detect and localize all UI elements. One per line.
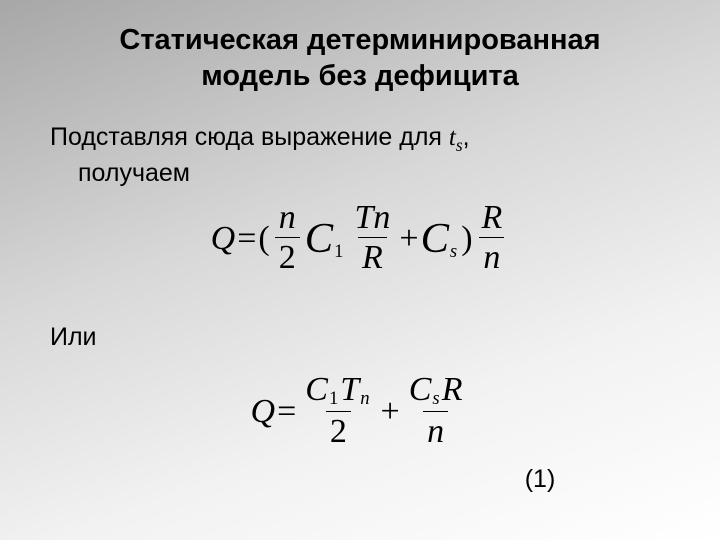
f1-C1-C: C <box>305 215 333 262</box>
f2-frac1-den: 2 <box>326 411 351 451</box>
intro-variable: t <box>449 124 456 151</box>
f2-frac2-C: C <box>409 371 432 408</box>
intro-line-2: получаем <box>50 157 190 191</box>
f1-plus: + <box>399 220 418 258</box>
f1-frac3-num: R <box>478 201 507 237</box>
f1-Cs: Cs <box>421 214 460 263</box>
or-label: Или <box>50 321 670 355</box>
f1-frac2-den: R <box>358 237 387 277</box>
slide: Статическая детерминированная модель без… <box>0 0 720 540</box>
f2-frac1-C: C <box>305 371 328 408</box>
f1-equals: = <box>237 220 256 258</box>
f1-frac2-num: Tn <box>350 201 394 237</box>
f2-frac1-n: n <box>360 388 369 409</box>
f1-rparen: ) <box>461 220 472 258</box>
f1-frac3-den: n <box>479 237 504 277</box>
f1-lparen: ( <box>258 220 269 258</box>
intro-prefix: Подставляя сюда выражение для <box>50 123 449 151</box>
intro-text: Подставляя сюда выражение для ts, получа… <box>50 121 670 191</box>
f2-frac2-den: n <box>423 411 448 451</box>
f1-C1-sub: 1 <box>334 241 343 262</box>
f2-frac2-num: CsR <box>405 373 467 411</box>
f2-frac1-C-sub: 1 <box>329 388 338 409</box>
slide-title: Статическая детерминированная модель без… <box>50 22 670 95</box>
f2-equals: = <box>277 393 296 431</box>
f2-frac-CsR-over-n: CsR n <box>405 373 467 451</box>
f1-frac1-den: 2 <box>275 237 300 277</box>
intro-suffix: , <box>463 123 470 151</box>
intro-variable-subscript: s <box>456 135 463 155</box>
f1-C1: C1 <box>305 214 346 263</box>
formula-1: Q = ( n 2 C1 Tn R + Cs ) R n <box>50 201 670 277</box>
f1-Cs-C: C <box>421 215 449 262</box>
f2-frac1-num: C1Tn <box>301 373 375 411</box>
formula-2: Q = C1Tn 2 + CsR n <box>50 373 670 451</box>
f2-frac-C1Tn-over-2: C1Tn 2 <box>301 373 375 451</box>
f2-frac1-T: T <box>340 371 359 408</box>
f2-plus: + <box>381 393 400 431</box>
f1-Cs-sub: s <box>450 241 457 262</box>
equation-number: (1) <box>50 465 670 494</box>
title-line-2: модель без дефицита <box>201 60 519 92</box>
f2-frac2-C-sub: s <box>432 388 439 409</box>
f1-frac-R-over-n: R n <box>478 201 507 277</box>
f1-Q: Q <box>211 220 236 258</box>
f1-frac1-num: n <box>275 201 300 237</box>
title-line-1: Статическая детерминированная <box>119 24 600 56</box>
f2-frac2-R: R <box>442 371 463 408</box>
f1-frac-n-over-2: n 2 <box>275 201 300 277</box>
f1-frac-Tn-over-R: Tn R <box>350 201 394 277</box>
f2-Q: Q <box>251 393 276 431</box>
